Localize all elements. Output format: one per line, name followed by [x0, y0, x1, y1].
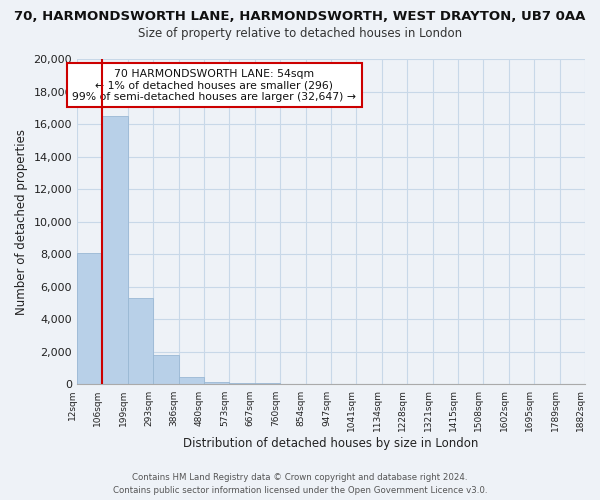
- Text: Size of property relative to detached houses in London: Size of property relative to detached ho…: [138, 28, 462, 40]
- Bar: [128, 298, 153, 384]
- Bar: [179, 378, 204, 384]
- Bar: [204, 382, 229, 384]
- Y-axis label: Number of detached properties: Number of detached properties: [15, 128, 28, 314]
- Text: Contains HM Land Registry data © Crown copyright and database right 2024.
Contai: Contains HM Land Registry data © Crown c…: [113, 473, 487, 495]
- Text: 70, HARMONDSWORTH LANE, HARMONDSWORTH, WEST DRAYTON, UB7 0AA: 70, HARMONDSWORTH LANE, HARMONDSWORTH, W…: [14, 10, 586, 23]
- Bar: [153, 355, 179, 384]
- Bar: [103, 116, 128, 384]
- Bar: [229, 382, 255, 384]
- Bar: [77, 254, 103, 384]
- Text: 70 HARMONDSWORTH LANE: 54sqm
← 1% of detached houses are smaller (296)
99% of se: 70 HARMONDSWORTH LANE: 54sqm ← 1% of det…: [72, 69, 356, 102]
- X-axis label: Distribution of detached houses by size in London: Distribution of detached houses by size …: [184, 437, 479, 450]
